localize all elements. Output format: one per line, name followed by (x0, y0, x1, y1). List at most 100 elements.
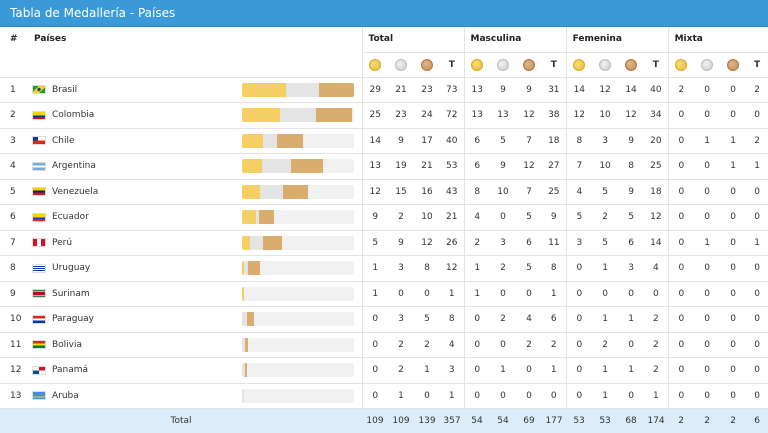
mixed-total-cell: 0 (746, 383, 768, 409)
country-cell[interactable]: Bolivia (28, 332, 238, 358)
mixed-gold-header[interactable] (667, 52, 695, 78)
women-gold-cell: 5 (565, 204, 593, 231)
mixed-total-cell: 0 (746, 255, 768, 282)
table-row[interactable]: 9 Surinam 1 0 0 1 1 0 0 1 0 0 0 0 0 0 0 0 (0, 281, 768, 307)
total-silver-header[interactable] (388, 52, 414, 78)
men-t-header[interactable]: T (542, 52, 567, 78)
bronze-segment (277, 133, 304, 148)
country-cell[interactable]: Panamá (28, 357, 238, 384)
women-gold-header[interactable] (565, 52, 593, 78)
women-total-cell: 2 (644, 357, 669, 384)
table-row[interactable]: 13 Aruba 0 1 0 1 0 0 0 0 0 1 0 1 0 0 0 0 (0, 383, 768, 409)
country-cell[interactable]: Colombia (28, 102, 238, 129)
country-header[interactable]: Países (28, 27, 362, 78)
table-row[interactable]: 10 Paraguay 0 3 5 8 0 2 4 6 0 1 1 2 0 0 0 0 (0, 306, 768, 333)
women-bronze-header[interactable] (618, 52, 645, 78)
table-row[interactable]: 11 Bolivia 0 2 2 4 0 0 2 2 0 2 0 2 0 0 0 0 (0, 332, 768, 358)
mixed-bronze-header[interactable] (720, 52, 747, 78)
table-row[interactable]: 8 Uruguay 1 3 8 12 1 2 5 8 0 1 3 4 0 0 0 0 (0, 255, 768, 282)
table-row[interactable]: 12 Panamá 0 2 1 3 0 1 0 1 0 1 1 2 0 0 0 0 (0, 357, 768, 384)
mixed-gold-cell: 0 (667, 128, 695, 154)
women-gold-cell: 0 (565, 255, 593, 282)
silver-segment (242, 388, 244, 403)
table-row[interactable]: 5 Venezuela 12 15 16 43 8 10 7 25 4 5 9 18 0 0 0 0 (0, 179, 768, 205)
total-gold-cell: 5 (361, 230, 388, 256)
total-gold-header[interactable] (361, 52, 388, 78)
mixed-total-cell: 2 (746, 77, 768, 103)
total-total-cell: 26 (440, 230, 465, 256)
medal-bar-cell (238, 204, 362, 231)
men-silver-cell: 1 (490, 357, 517, 384)
total-bronze-cell: 24 (414, 102, 440, 129)
country-cell[interactable]: Uruguay (28, 255, 238, 282)
men-silver-cell: 13 (490, 102, 517, 129)
table-row[interactable]: 1 Brasil 29 21 23 73 13 9 9 31 14 12 14 40 2 0 0 2 (0, 77, 768, 103)
medal-bar (242, 388, 354, 403)
medal-bar (242, 210, 354, 225)
mixed-silver-cell: 0 (694, 204, 721, 231)
country-cell[interactable]: Argentina (28, 153, 238, 180)
footer-total-bronze: 139 (414, 408, 440, 433)
total-silver-cell: 15 (388, 179, 414, 205)
mixed-group-header[interactable]: Mixta (667, 27, 768, 53)
country-cell[interactable]: Ecuador (28, 204, 238, 231)
women-silver-header[interactable] (592, 52, 619, 78)
women-group-header[interactable]: Femenina (565, 27, 669, 53)
total-bronze-header[interactable] (414, 52, 440, 78)
women-bronze-cell: 0 (618, 281, 645, 307)
table-row[interactable]: 2 Colombia 25 23 24 72 13 13 12 38 12 10 12 34 0 0 0 0 (0, 102, 768, 129)
country-cell[interactable]: Brasil (28, 77, 238, 103)
total-silver-cell: 23 (388, 102, 414, 129)
table-row[interactable]: 7 Perú 5 9 12 26 2 3 6 11 3 5 6 14 0 1 0 1 (0, 230, 768, 256)
total-bronze-cell: 17 (414, 128, 440, 154)
women-gold-cell: 0 (565, 332, 593, 358)
total-total-cell: 43 (440, 179, 465, 205)
total-gold-cell: 13 (361, 153, 388, 180)
total-bronze-cell: 23 (414, 77, 440, 103)
mixed-total-cell: 0 (746, 204, 768, 231)
country-cell[interactable]: Venezuela (28, 179, 238, 205)
mixed-total-cell: 0 (746, 102, 768, 129)
women-total-cell: 20 (644, 128, 669, 154)
men-gold-header[interactable] (463, 52, 491, 78)
total-total-cell: 3 (440, 357, 465, 384)
men-total-cell: 27 (542, 153, 567, 180)
total-bronze-cell: 8 (414, 255, 440, 282)
country-cell[interactable]: Surinam (28, 281, 238, 307)
total-t-header[interactable]: T (440, 52, 465, 78)
medal-bar-cell (238, 306, 362, 333)
country-cell[interactable]: Aruba (28, 383, 238, 409)
medal-bar (242, 184, 354, 199)
rank-cell: 7 (0, 230, 28, 256)
total-group-header[interactable]: Total (361, 27, 465, 53)
mixed-bronze-cell: 1 (720, 128, 747, 154)
women-silver-cell: 1 (592, 306, 619, 333)
footer-mixed-bronze: 2 (720, 408, 747, 433)
men-silver-header[interactable] (490, 52, 517, 78)
table-row[interactable]: 3 Chile 14 9 17 40 6 5 7 18 8 3 9 20 0 1 1 2 (0, 128, 768, 154)
men-bronze-cell: 5 (516, 255, 543, 282)
country-cell[interactable]: Perú (28, 230, 238, 256)
footer-total-silver: 109 (388, 408, 414, 433)
mixed-gold-cell: 0 (667, 255, 695, 282)
table-row[interactable]: 6 Ecuador 9 2 10 21 4 0 5 9 5 2 5 12 0 0 0 0 (0, 204, 768, 231)
footer-mixed-silver: 2 (694, 408, 721, 433)
women-t-header[interactable]: T (644, 52, 669, 78)
medal-bar-cell (238, 383, 362, 409)
women-gold-cell: 0 (565, 281, 593, 307)
mixed-gold-cell: 0 (667, 281, 695, 307)
chile-flag-icon (32, 136, 46, 145)
table-row[interactable]: 4 Argentina 13 19 21 53 6 9 12 27 7 10 8 25 0 0 1 1 (0, 153, 768, 180)
country-cell[interactable]: Chile (28, 128, 238, 154)
suriname-flag-icon (32, 289, 46, 298)
men-bronze-header[interactable] (516, 52, 543, 78)
total-silver-cell: 1 (388, 383, 414, 409)
mixed-silver-header[interactable] (694, 52, 721, 78)
country-cell[interactable]: Paraguay (28, 306, 238, 333)
silver-segment (242, 337, 246, 352)
mixed-bronze-cell: 0 (720, 204, 747, 231)
mixed-t-header[interactable]: T (746, 52, 768, 78)
bronze-segment (246, 312, 255, 327)
bronze-medal-icon (421, 58, 433, 71)
men-group-header[interactable]: Masculina (463, 27, 567, 53)
